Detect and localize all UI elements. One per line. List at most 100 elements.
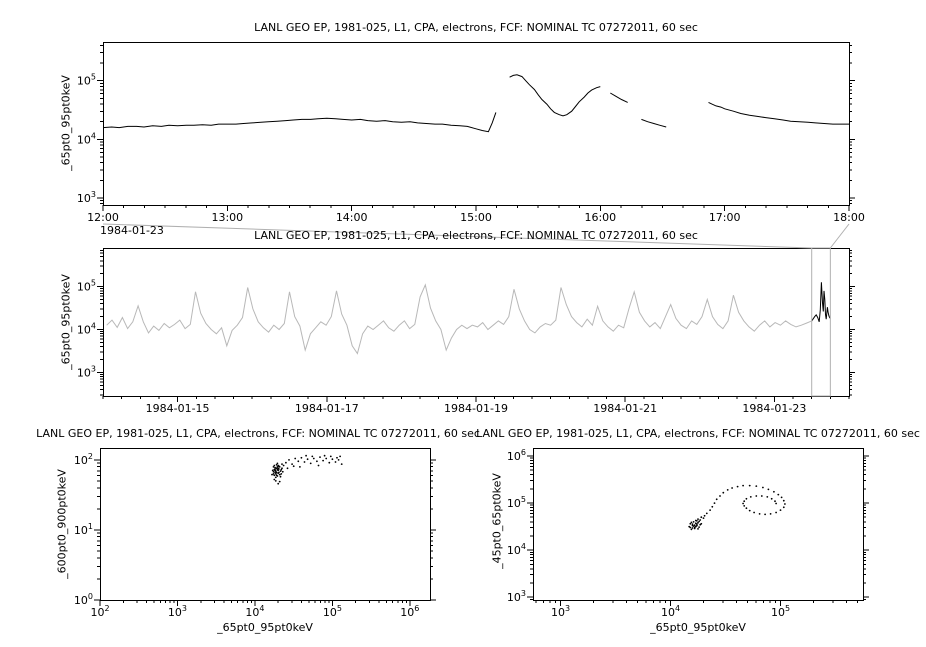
- scatter-point: [766, 496, 769, 498]
- scatter-point: [753, 511, 755, 514]
- scatter-point: [748, 484, 751, 487]
- scatter-point: [291, 463, 293, 465]
- scatter-point: [273, 464, 276, 467]
- scatter-point: [281, 463, 283, 465]
- tick-label: 106: [400, 604, 419, 619]
- tick-label: 16:00: [584, 211, 616, 224]
- tick-label: 105: [77, 279, 96, 294]
- scatter-point: [726, 489, 729, 491]
- scatter-point: [275, 467, 278, 470]
- tick-label: 105: [323, 604, 342, 619]
- scatter-point: [769, 513, 772, 515]
- scatter-point: [273, 478, 276, 481]
- panel-scatter2-xlabel: _65pt0_95pt0keV: [650, 621, 746, 634]
- scatter-point: [337, 459, 340, 461]
- scatter-point: [272, 473, 275, 475]
- plot-frame[interactable]: [103, 42, 850, 206]
- tick-label: 1984-01-17: [295, 402, 359, 415]
- scatter-point: [286, 467, 289, 470]
- scatter-point: [784, 503, 786, 505]
- scatter-point: [297, 460, 300, 463]
- panel-scatter2-title: LANL GEO EP, 1981-025, L1, CPA, electron…: [476, 427, 920, 440]
- context-zoom-box[interactable]: [811, 247, 831, 397]
- plot-panel-0[interactable]: 103 104 105 12:00 13:00 14:00 15:00 16:00 17:00 1…: [77, 42, 865, 225]
- scatter-point: [705, 512, 708, 515]
- scatter-point: [339, 455, 341, 458]
- scatter-point: [329, 455, 332, 458]
- scatter-point: [700, 516, 703, 519]
- plot-panel-3[interactable]: 103 104 105 106 103 104 105: [507, 448, 869, 619]
- scatter-point: [691, 523, 694, 526]
- scatter-point: [323, 454, 326, 457]
- scatter-point: [743, 505, 746, 507]
- tick-label: 18:00: [833, 211, 865, 224]
- scatter-point: [698, 526, 700, 528]
- scatter-point: [274, 473, 277, 475]
- data-series-line: [106, 283, 812, 355]
- scatter-point: [328, 461, 331, 464]
- scatter-point: [317, 464, 320, 467]
- scatter-point: [702, 517, 705, 519]
- scatter-point: [688, 525, 691, 528]
- panel-scatter1-title: LANL GEO EP, 1981-025, L1, CPA, electron…: [36, 427, 480, 440]
- scatter-point: [690, 521, 693, 524]
- scatter-point: [742, 484, 744, 487]
- scatter-point: [760, 495, 763, 497]
- tick-label: 104: [245, 604, 264, 619]
- scatter-point: [690, 528, 693, 531]
- scatter-point: [277, 464, 280, 467]
- scatter-point: [282, 464, 285, 467]
- scatter-point: [692, 525, 695, 527]
- plot-frame[interactable]: [103, 248, 850, 397]
- scatter-point: [775, 502, 777, 505]
- zoom-connector-left: [102, 223, 812, 249]
- scatter-point: [713, 502, 716, 504]
- scatter-point: [279, 475, 282, 478]
- tick-label: 103: [551, 604, 570, 619]
- scatter-point: [743, 500, 746, 503]
- scatter-point: [281, 470, 284, 473]
- scatter-point: [698, 520, 700, 523]
- scatter-point: [272, 466, 275, 468]
- scatter-point: [709, 509, 711, 511]
- scatter-point: [742, 502, 744, 505]
- tick-label: 104: [661, 604, 680, 619]
- scatter-point: [336, 456, 338, 459]
- scatter-point: [280, 473, 283, 475]
- tick-label: 103: [168, 604, 187, 619]
- data-series-line: [102, 112, 497, 133]
- tick-label: 17:00: [709, 211, 741, 224]
- tick-label: 105: [771, 604, 790, 619]
- tick-label: 105: [77, 73, 96, 88]
- scatter-point: [277, 482, 280, 485]
- panel-context-ylabel: _65pt0_95pt0keV: [59, 274, 73, 370]
- scatter-point: [748, 509, 751, 512]
- scatter-point: [312, 457, 315, 460]
- plot-panel-1[interactable]: 103 104 105 1984-01-15 1984-01-17 1984-01-19 1…: [77, 248, 855, 416]
- scatter-point: [271, 473, 273, 476]
- panel-top-ylabel: _65pt0_95pt0keV: [59, 75, 73, 171]
- scatter-point: [697, 521, 699, 524]
- scatter-point: [299, 466, 301, 468]
- scatter-point: [340, 463, 343, 465]
- scatter-point: [272, 470, 275, 473]
- scatter-point: [279, 470, 282, 472]
- scatter-point: [319, 456, 321, 458]
- scatter-point: [762, 486, 764, 489]
- scatter-point: [774, 500, 776, 503]
- scatter-point: [276, 475, 279, 477]
- plot-frame[interactable]: [100, 448, 431, 601]
- scatter-point: [719, 495, 721, 497]
- tick-label: 103: [77, 364, 96, 379]
- plot-panel-2[interactable]: 100 101 102 102 103 104 105 106: [74, 448, 436, 620]
- tick-label: 15:00: [460, 211, 492, 224]
- plot-frame[interactable]: [533, 448, 864, 601]
- scatter-point: [274, 466, 276, 469]
- tick-label: 1984-01-15: [146, 402, 210, 415]
- panel-scatter1-xlabel: _65pt0_95pt0keV: [217, 621, 313, 634]
- tick-label: 12:00: [87, 211, 119, 224]
- scatter-point: [694, 522, 697, 525]
- scatter-point: [276, 466, 279, 468]
